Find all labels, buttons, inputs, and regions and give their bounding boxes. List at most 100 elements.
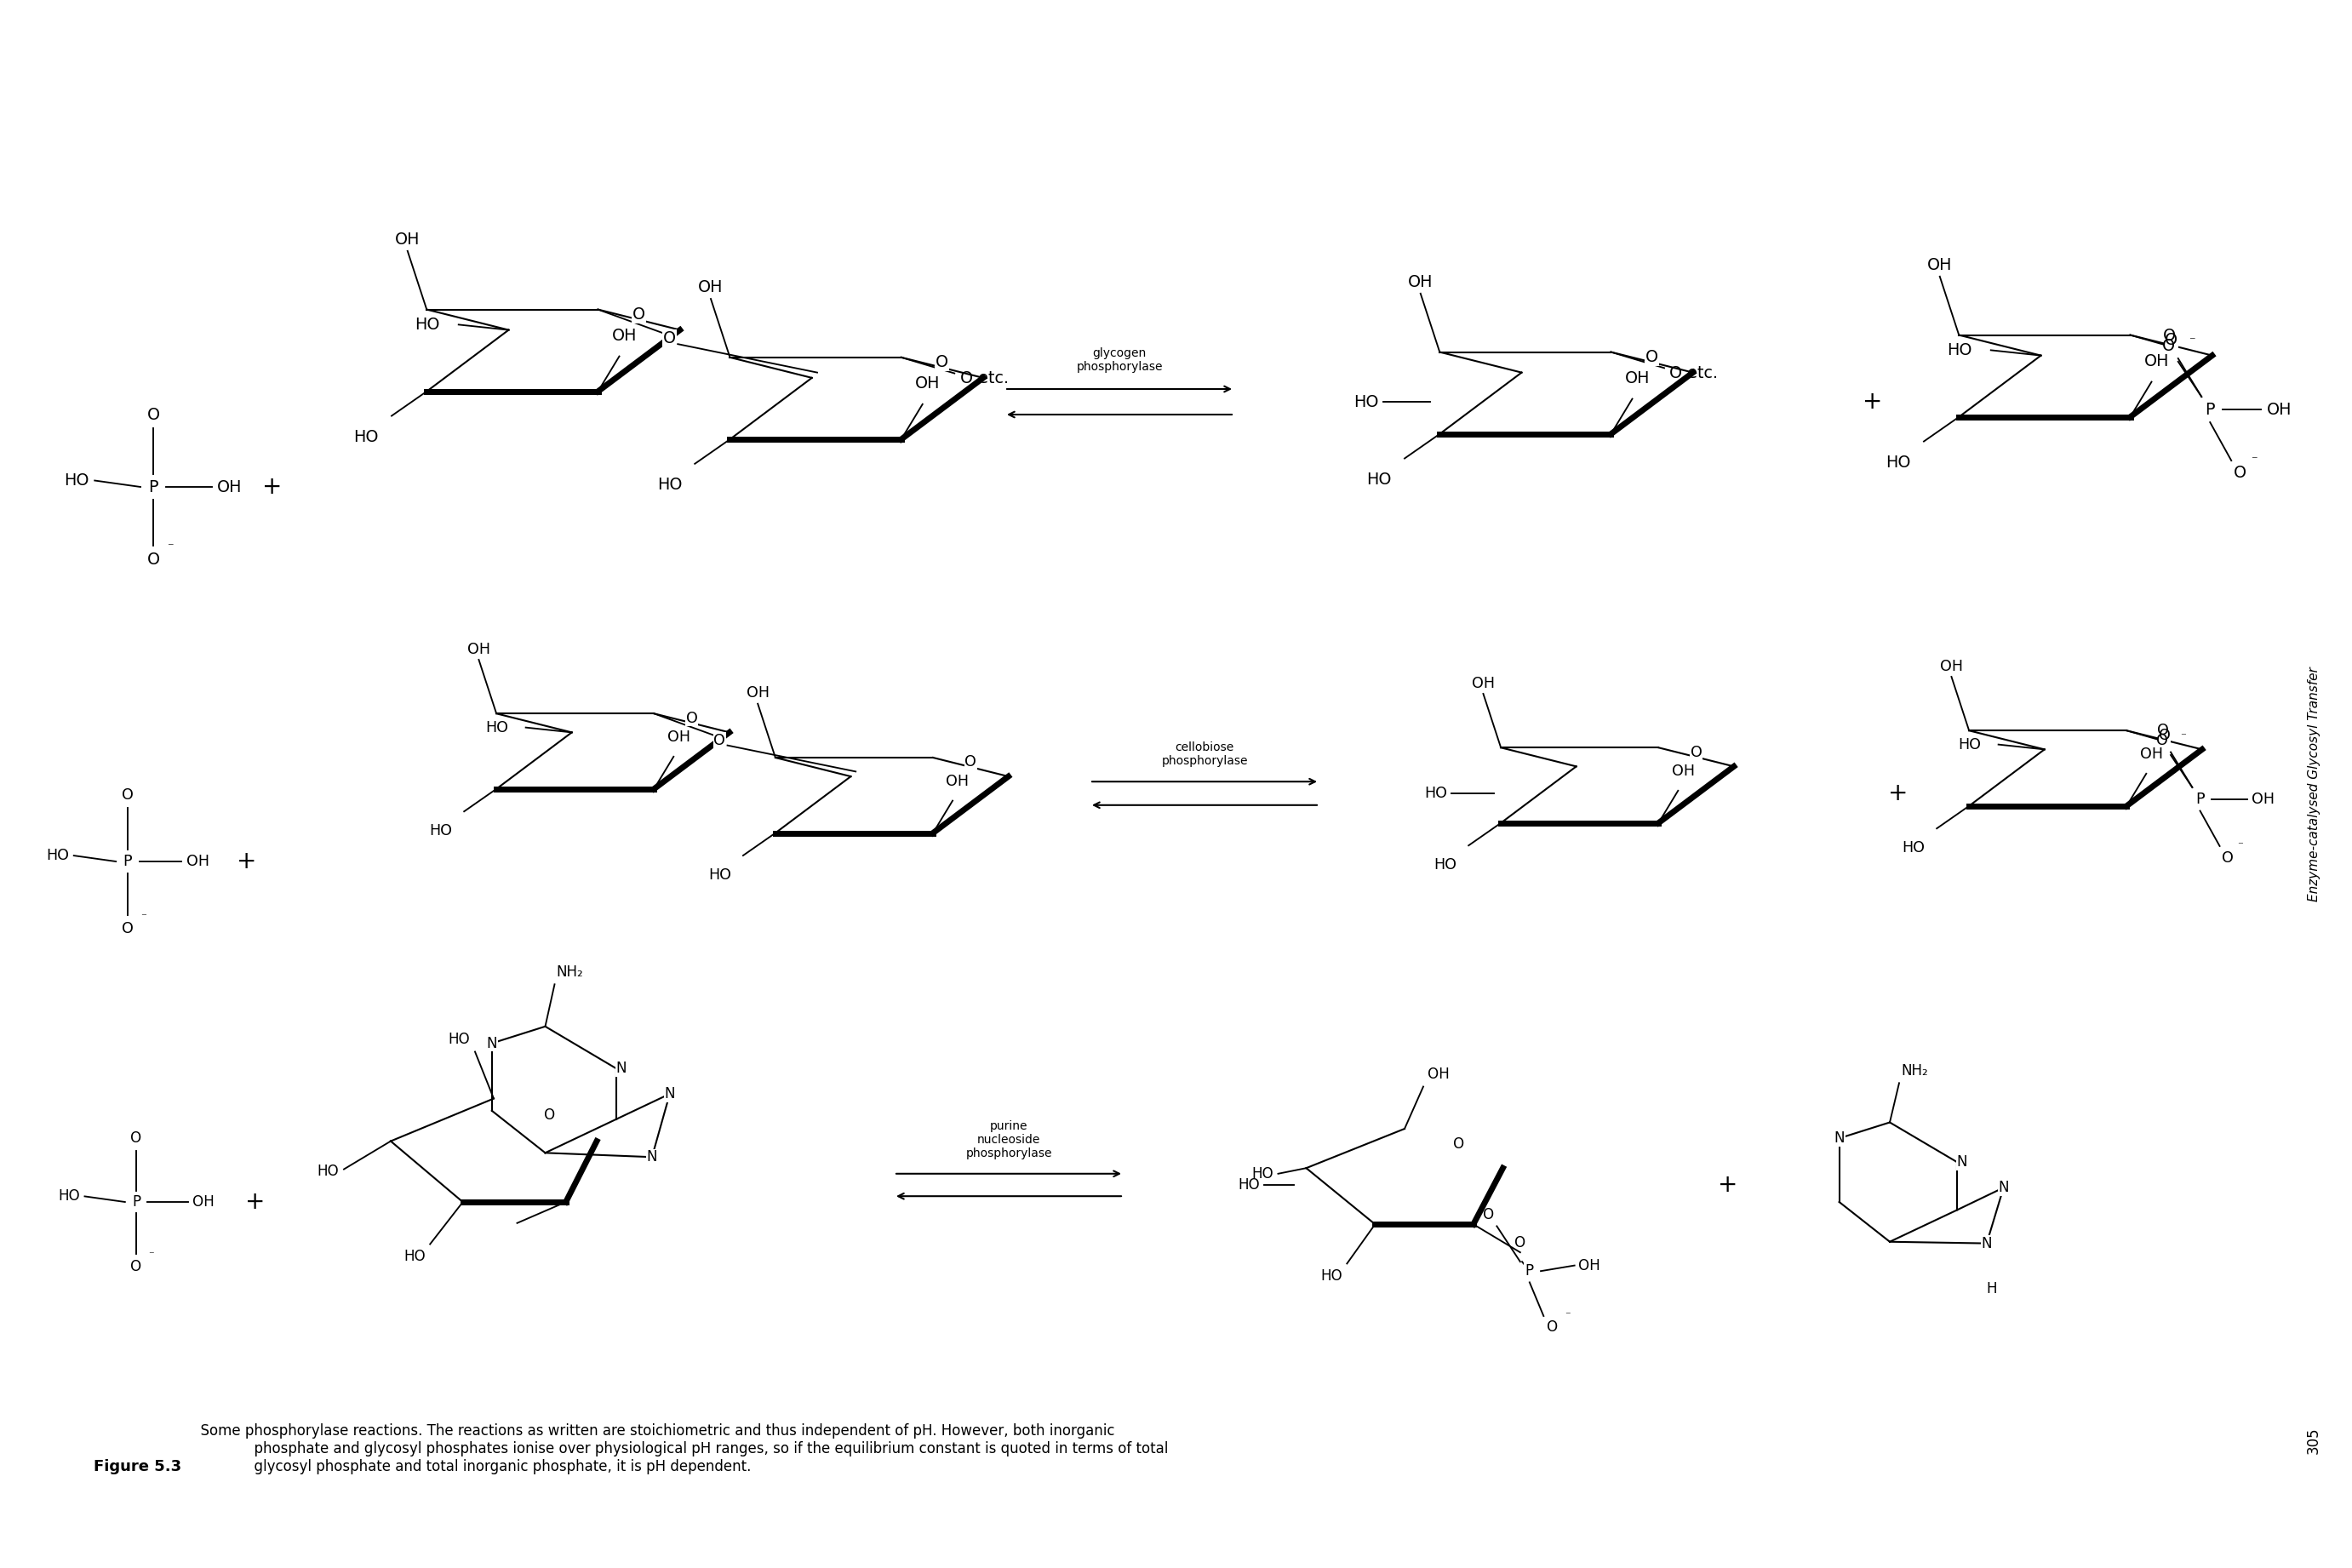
Text: O: O [2157,732,2169,748]
Text: HO: HO [1367,472,1392,488]
Text: purine
nucleoside
phosphorylase: purine nucleoside phosphorylase [967,1120,1051,1160]
Text: O: O [1646,348,1658,365]
Text: OH: OH [1940,659,1964,674]
Text: O: O [2234,464,2246,481]
Text: OH: OH [193,1195,214,1209]
Text: HO: HO [353,428,379,445]
Text: HO: HO [1237,1178,1261,1193]
Text: HO: HO [449,1032,470,1047]
Text: ⁻: ⁻ [167,541,174,554]
Text: HO: HO [47,848,68,864]
Text: HO: HO [485,720,508,735]
Text: HO: HO [64,472,89,489]
Text: OH: OH [1428,1066,1449,1082]
Text: N: N [1999,1181,2009,1195]
Text: OH: OH [1472,676,1496,691]
Text: O etc.: O etc. [1670,365,1719,381]
Text: OH: OH [1625,370,1651,386]
Text: OH: OH [1409,274,1432,290]
Text: O: O [1691,745,1703,760]
Text: O: O [2159,728,2171,743]
Text: N: N [1835,1131,1844,1146]
Text: P: P [132,1195,141,1209]
Text: O: O [1545,1320,1557,1334]
Text: HO: HO [656,477,682,492]
Text: O etc.: O etc. [960,370,1009,387]
Text: O: O [122,787,134,803]
Text: OH: OH [1578,1258,1599,1273]
Text: OH: OH [746,685,769,701]
Text: +: + [1889,781,1907,806]
Text: N: N [487,1035,496,1051]
Text: +: + [245,1190,266,1214]
Text: HO: HO [1957,737,1980,753]
Text: O: O [663,331,675,347]
Text: +: + [1863,390,1882,414]
Text: OH: OH [216,478,242,495]
Text: OH: OH [699,279,724,296]
Text: O: O [1515,1236,1526,1251]
Text: OH: OH [1926,257,1952,273]
Text: HO: HO [1251,1167,1272,1181]
Text: O: O [146,552,160,568]
Text: cellobiose
phosphorylase: cellobiose phosphorylase [1162,742,1247,767]
Text: +: + [263,475,282,499]
Text: ⁻: ⁻ [2180,731,2187,742]
Text: N: N [666,1087,675,1101]
Text: ⁻: ⁻ [141,911,146,924]
Text: glycogen
phosphorylase: glycogen phosphorylase [1077,348,1162,373]
Text: NH₂: NH₂ [1900,1063,1929,1079]
Text: ⁻: ⁻ [148,1250,153,1261]
Text: N: N [647,1149,656,1165]
Text: ⁻: ⁻ [2251,455,2258,467]
Text: OH: OH [395,232,421,248]
Text: OH: OH [186,855,209,869]
Text: HO: HO [1355,394,1378,409]
Text: OH: OH [2145,353,2169,368]
Text: OH: OH [612,328,637,343]
Text: O: O [2164,328,2176,343]
Text: HO: HO [405,1248,426,1264]
Text: HO: HO [1947,342,1971,358]
Text: P: P [148,478,158,495]
Text: P: P [2194,792,2204,808]
Text: Some phosphorylase reactions. The reactions as written are stoichiometric and th: Some phosphorylase reactions. The reacti… [191,1424,1169,1474]
Text: O: O [964,754,976,770]
Text: O: O [2164,332,2178,348]
Text: HO: HO [1435,858,1456,872]
Text: P: P [1524,1264,1534,1279]
Text: HO: HO [430,823,452,839]
Text: P: P [2206,401,2216,417]
Text: O: O [936,354,948,370]
Text: N: N [1957,1154,1966,1170]
Text: HO: HO [1903,840,1924,856]
Text: ⁻: ⁻ [2237,840,2244,851]
Text: O: O [146,408,160,423]
Text: OH: OH [946,773,969,789]
Text: HO: HO [1886,455,1912,470]
Text: HO: HO [1319,1269,1343,1284]
Text: N: N [1980,1236,1992,1251]
Text: O: O [2161,339,2176,354]
Text: O: O [1482,1207,1494,1223]
Text: HO: HO [59,1189,80,1204]
Text: O: O [122,920,134,936]
Text: HO: HO [414,317,440,332]
Text: +: + [1717,1173,1738,1196]
Text: OH: OH [2251,792,2274,808]
Text: O: O [132,1259,141,1275]
Text: +: + [238,850,256,873]
Text: OH: OH [2140,746,2161,762]
Text: O: O [2223,850,2234,866]
Text: HO: HO [1425,786,1446,801]
Text: O: O [713,732,724,748]
Text: OH: OH [468,641,489,657]
Text: OH: OH [2267,401,2291,417]
Text: NH₂: NH₂ [557,964,583,980]
Text: OH: OH [915,375,941,392]
Text: ⁻: ⁻ [1564,1311,1571,1322]
Text: O: O [1454,1137,1463,1151]
Text: H: H [1985,1281,1997,1297]
Text: HO: HO [318,1163,339,1179]
Text: OH: OH [668,729,689,745]
